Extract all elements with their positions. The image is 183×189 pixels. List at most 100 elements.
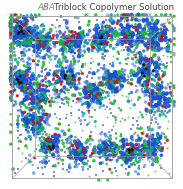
Point: [74, 141, 77, 144]
Point: [156, 140, 159, 143]
Point: [39, 149, 42, 152]
Point: [69, 141, 72, 144]
Point: [126, 154, 129, 157]
Point: [104, 38, 107, 41]
Point: [72, 75, 75, 78]
Point: [36, 132, 39, 135]
Point: [102, 30, 105, 33]
Point: [112, 115, 115, 118]
Point: [27, 42, 30, 45]
Point: [38, 94, 41, 97]
Point: [158, 102, 161, 105]
Point: [79, 98, 81, 101]
Point: [16, 24, 19, 27]
Point: [19, 32, 22, 35]
Point: [20, 74, 23, 77]
Point: [151, 22, 154, 25]
Point: [113, 100, 116, 103]
Point: [12, 167, 14, 170]
Point: [149, 72, 152, 75]
Point: [137, 134, 139, 137]
Point: [40, 36, 43, 39]
Point: [87, 84, 90, 88]
Point: [57, 93, 60, 96]
Point: [71, 147, 74, 150]
Point: [99, 83, 102, 86]
Point: [91, 99, 94, 102]
Point: [38, 85, 41, 88]
Point: [112, 79, 115, 82]
Point: [166, 111, 169, 114]
Point: [96, 36, 99, 40]
Point: [64, 48, 67, 51]
Point: [80, 153, 83, 156]
Point: [156, 97, 159, 100]
Point: [66, 44, 69, 47]
Point: [126, 31, 129, 34]
Point: [70, 30, 73, 33]
Point: [74, 162, 77, 165]
Point: [52, 175, 55, 178]
Point: [140, 127, 143, 130]
Point: [9, 90, 12, 93]
Point: [61, 52, 64, 55]
Point: [23, 91, 26, 94]
Point: [152, 40, 155, 43]
Point: [136, 13, 139, 16]
Point: [154, 43, 157, 46]
Point: [148, 88, 151, 91]
Point: [20, 133, 23, 136]
Point: [166, 42, 169, 45]
Point: [142, 50, 145, 53]
Point: [162, 63, 165, 66]
Point: [67, 39, 70, 42]
Point: [108, 63, 111, 66]
Point: [167, 104, 170, 107]
Point: [121, 139, 124, 142]
Point: [67, 89, 70, 92]
Point: [12, 32, 15, 35]
Point: [137, 153, 140, 156]
Point: [126, 150, 129, 153]
Point: [153, 111, 156, 114]
Point: [25, 128, 28, 131]
Point: [40, 123, 42, 126]
Point: [42, 28, 45, 31]
Point: [132, 148, 135, 151]
Point: [160, 38, 163, 41]
Point: [43, 147, 46, 150]
Point: [18, 76, 21, 79]
Point: [58, 156, 61, 160]
Point: [73, 62, 76, 65]
Point: [101, 56, 104, 59]
Point: [114, 143, 117, 146]
Point: [156, 47, 159, 50]
Point: [162, 75, 165, 78]
Point: [9, 46, 12, 49]
Point: [58, 122, 61, 125]
Point: [22, 118, 25, 121]
Point: [17, 114, 20, 117]
Point: [64, 77, 67, 80]
Point: [45, 142, 48, 145]
Point: [23, 72, 26, 75]
Point: [62, 66, 65, 69]
Point: [96, 70, 98, 73]
Point: [76, 40, 79, 43]
Point: [42, 38, 44, 41]
Point: [128, 41, 131, 44]
Point: [48, 113, 51, 116]
Point: [119, 139, 122, 143]
Point: [61, 41, 64, 44]
Point: [40, 80, 43, 83]
Point: [157, 76, 160, 79]
Point: [110, 38, 113, 41]
Point: [164, 66, 167, 69]
Point: [31, 31, 34, 34]
Point: [37, 139, 40, 142]
Point: [157, 44, 160, 47]
Point: [152, 28, 155, 31]
Point: [138, 41, 141, 44]
Point: [98, 138, 101, 141]
Point: [42, 28, 45, 31]
